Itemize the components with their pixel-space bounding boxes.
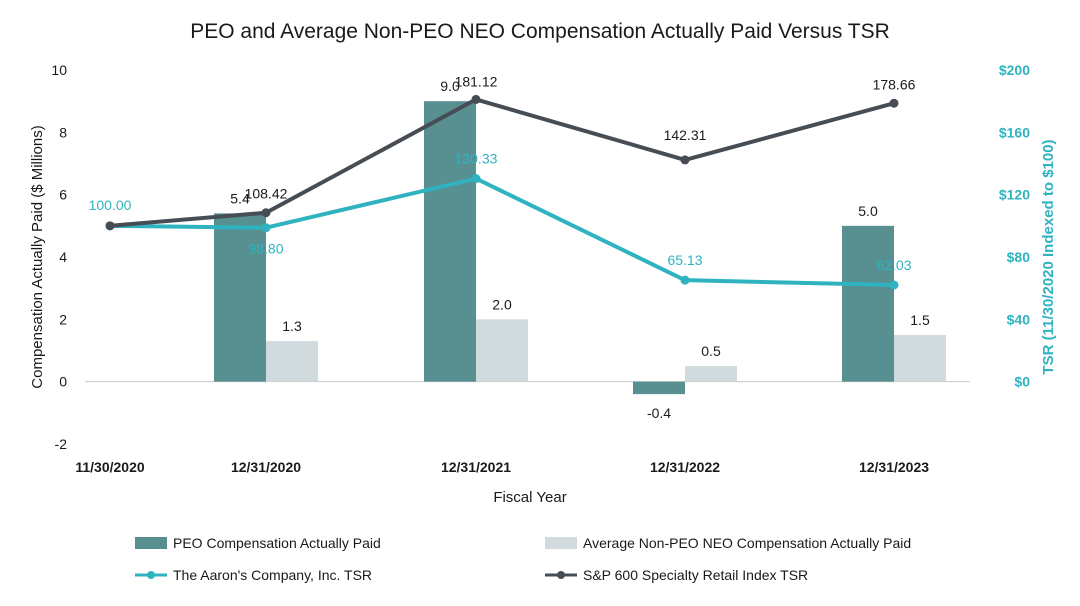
x-tick-label: 12/31/2021 xyxy=(441,459,511,475)
line-data-label: 65.13 xyxy=(667,252,702,268)
chart-title: PEO and Average Non-PEO NEO Compensation… xyxy=(190,20,890,43)
bar-non-peo xyxy=(476,319,528,382)
y-right-tick-label: $80 xyxy=(1007,249,1031,265)
line-marker xyxy=(471,94,481,104)
line-data-label: 62.03 xyxy=(876,257,911,273)
y-tick-label: 4 xyxy=(59,249,67,265)
bar-data-label: 5.4 xyxy=(230,190,250,206)
bar-data-label: 0.5 xyxy=(701,343,721,359)
bar-data-label: 9.0 xyxy=(440,78,460,94)
bar-data-label: 1.3 xyxy=(282,318,302,334)
y-right-tick-label: $200 xyxy=(999,62,1030,78)
bar-data-label: 2.0 xyxy=(492,296,512,312)
line-data-label: 100.00 xyxy=(89,197,132,213)
x-tick-label: 12/31/2020 xyxy=(231,459,301,475)
y-right-tick-label: $40 xyxy=(1007,311,1031,327)
x-tick-label: 12/31/2022 xyxy=(650,459,720,475)
line-marker xyxy=(105,221,115,231)
line-data-label: 178.66 xyxy=(873,76,916,92)
bar-peo xyxy=(842,225,894,382)
legend-label: The Aaron's Company, Inc. TSR xyxy=(173,567,372,583)
bar-peo xyxy=(424,101,476,382)
bar-peo xyxy=(633,381,685,395)
y-tick-label: -2 xyxy=(55,436,68,452)
line-marker xyxy=(889,280,899,290)
y-tick-label: 8 xyxy=(59,124,67,140)
line-data-label: 108.42 xyxy=(245,186,288,202)
x-tick-label: 11/30/2020 xyxy=(75,459,145,475)
legend-swatch xyxy=(545,537,577,549)
line-marker xyxy=(261,223,271,233)
x-axis-label: Fiscal Year xyxy=(493,489,566,506)
bar-non-peo xyxy=(266,341,318,382)
line-data-label: 181.12 xyxy=(455,73,498,89)
line-marker xyxy=(471,174,481,184)
bar-data-label: 5.0 xyxy=(858,203,878,219)
line-marker xyxy=(261,208,271,218)
y-axis-right-label: TSR (11/30/2020 Indexed to $100) xyxy=(1040,139,1057,374)
bar-non-peo xyxy=(894,334,946,382)
bar-data-label: -0.4 xyxy=(647,405,671,421)
bar-peo xyxy=(214,213,266,382)
y-tick-label: 2 xyxy=(59,311,67,327)
legend-marker xyxy=(147,571,155,579)
x-tick-label: 12/31/2023 xyxy=(859,459,929,475)
bar-non-peo xyxy=(685,366,737,382)
y-tick-label: 6 xyxy=(59,187,67,203)
y-right-tick-label: $160 xyxy=(999,124,1030,140)
line-sp600-tsr xyxy=(109,97,895,228)
legend-label: PEO Compensation Actually Paid xyxy=(173,535,381,551)
bar-data-label: 1.5 xyxy=(910,312,930,328)
line-marker xyxy=(680,155,690,165)
legend-label: Average Non-PEO NEO Compensation Actuall… xyxy=(583,535,911,551)
y-axis-label: Compensation Actually Paid ($ Millions) xyxy=(29,125,46,388)
y-right-tick-label: $0 xyxy=(1014,374,1030,390)
line-marker xyxy=(680,275,690,285)
line-data-label: 142.31 xyxy=(664,127,707,143)
line-marker xyxy=(889,98,899,108)
line-data-label: 98.80 xyxy=(248,241,283,257)
y-tick-label: 0 xyxy=(59,374,67,390)
legend-label: S&P 600 Specialty Retail Index TSR xyxy=(583,567,808,583)
legend-marker xyxy=(557,571,565,579)
y-tick-label: 10 xyxy=(51,62,67,78)
line-data-label: 130.33 xyxy=(455,151,498,167)
legend-swatch xyxy=(135,537,167,549)
y-right-tick-label: $120 xyxy=(999,187,1030,203)
